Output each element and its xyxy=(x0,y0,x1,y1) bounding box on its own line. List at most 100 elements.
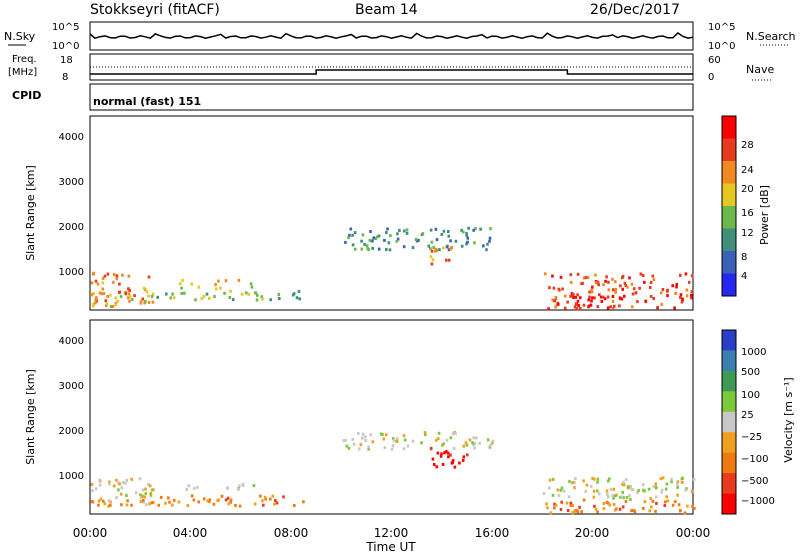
vel-cells-cell xyxy=(108,480,111,484)
vel-cells-cell xyxy=(208,498,212,502)
vel-cells-cell xyxy=(437,431,441,435)
vel-cells-cell xyxy=(654,509,657,513)
power-cells-cell xyxy=(197,285,201,289)
vel-cells-cell xyxy=(347,446,351,450)
vel-cells-cell xyxy=(612,496,615,500)
power-cells-cell xyxy=(101,276,105,280)
vel-cells-cell xyxy=(605,500,609,504)
cpid-label: CPID xyxy=(12,89,41,102)
vel-cells-cell xyxy=(227,502,230,506)
vel-cells-cell xyxy=(253,502,257,506)
vel-cells-cell xyxy=(98,483,102,487)
power-cells-cell xyxy=(598,293,601,297)
power-cells-cell xyxy=(636,300,639,304)
power-cells-cell xyxy=(402,245,406,249)
noise-panel-frame xyxy=(89,21,694,51)
power-cells-cell xyxy=(638,286,641,290)
vel-cells-cell xyxy=(190,494,194,498)
power-cells-cell xyxy=(611,277,614,281)
vel-cells-cell xyxy=(560,486,564,490)
vel-cells-cell xyxy=(148,502,151,506)
vel-cells-cell xyxy=(371,440,375,444)
power-cells-cell xyxy=(601,295,605,299)
xtick-1200: 12:00 xyxy=(374,526,409,540)
power-ytick-3000: 3000 xyxy=(59,177,84,188)
vel-cells-cell xyxy=(680,477,684,481)
power-cells-cell xyxy=(115,277,119,281)
vel-cells-cell xyxy=(676,480,680,484)
power-cells-cell xyxy=(554,305,557,309)
power-cells-cell xyxy=(92,292,95,295)
power-cells-cell xyxy=(454,239,458,243)
vel-cells-cell xyxy=(678,509,682,513)
power-cells-cell xyxy=(449,239,452,243)
vel-cells-cell xyxy=(592,477,596,481)
vel-cells-cell xyxy=(676,493,679,497)
vel-cells-cell xyxy=(103,502,107,506)
vel-cells-cell xyxy=(446,451,450,455)
power-cells-cell xyxy=(552,286,556,290)
power-cells-cell xyxy=(103,274,107,278)
power-cells-cell xyxy=(611,288,615,292)
power-cells-cell xyxy=(405,228,409,232)
vel-cells-cell xyxy=(357,447,361,451)
power-cells-cell xyxy=(631,305,634,309)
power-cells-cell xyxy=(147,300,151,304)
power-cells-cell xyxy=(128,289,131,292)
xtick-0000: 00:00 xyxy=(73,526,108,540)
vel-cells-cell xyxy=(403,438,407,442)
vel-cells-cell xyxy=(642,483,645,487)
power-cells-cell xyxy=(577,304,580,308)
vel-cells-cell xyxy=(435,438,438,442)
power-cells-cell xyxy=(214,283,217,287)
vel-cells-cell xyxy=(271,494,275,498)
vel-cells-cell xyxy=(664,487,668,491)
noise-sky-label: N.Sky xyxy=(4,30,36,43)
power-cells-cell xyxy=(94,301,97,305)
vel-cells-cell xyxy=(602,507,606,511)
power-cells-cell xyxy=(631,292,635,296)
vel-cells-cell xyxy=(144,487,147,491)
power-cells-cell xyxy=(605,275,608,279)
power-cells-cell xyxy=(127,296,130,300)
power-cells-cell xyxy=(599,295,603,299)
power-cells-cell xyxy=(100,292,103,296)
vel-cells-cell xyxy=(192,486,196,490)
power-cells-cell xyxy=(387,241,391,245)
vel-cells-cell xyxy=(666,499,670,503)
power-cells-cell xyxy=(447,234,451,238)
noise-right-tick-bottom: 10^0 xyxy=(708,41,735,52)
vel-cells-cell xyxy=(576,510,580,514)
vel-cells-cell xyxy=(423,431,427,435)
vel-cells-cell xyxy=(593,504,596,508)
power-cells-cell xyxy=(353,231,357,235)
vel-cells-cell xyxy=(149,492,152,496)
vel-cells-cell xyxy=(652,484,656,488)
power-cells-cell xyxy=(429,228,433,232)
vel-cells-cell xyxy=(367,447,370,451)
vel-cells-cell xyxy=(565,501,569,505)
vel-cells-cell xyxy=(560,500,563,504)
vel-cells-cell xyxy=(636,491,639,495)
power-cells-cell xyxy=(445,258,448,262)
vel-cells-cell xyxy=(677,503,681,507)
power-cells-cell xyxy=(219,286,222,290)
power-cells-cell xyxy=(606,306,610,310)
power-cells-cell xyxy=(591,296,594,300)
vel-cells-cell xyxy=(452,447,456,450)
vel-cells-cell xyxy=(384,433,388,437)
power-cells-cell xyxy=(178,282,182,286)
xtick-2000: 20:00 xyxy=(575,526,610,540)
vel-cells-cell xyxy=(670,480,673,484)
vel-cells-cell xyxy=(264,497,267,501)
vel-cells-cell xyxy=(642,507,645,510)
power-cells-cell xyxy=(461,230,465,234)
vel-cells-cell xyxy=(546,506,549,510)
velocity-cb-tick-100: 100 xyxy=(741,390,760,401)
vel-cells-cell xyxy=(580,510,583,514)
vel-cells-cell xyxy=(391,444,395,448)
power-cells-cell xyxy=(367,248,370,252)
vel-cells-cell xyxy=(134,491,138,495)
vel-cells-cell xyxy=(606,492,609,496)
power-cells-cell xyxy=(112,280,115,284)
